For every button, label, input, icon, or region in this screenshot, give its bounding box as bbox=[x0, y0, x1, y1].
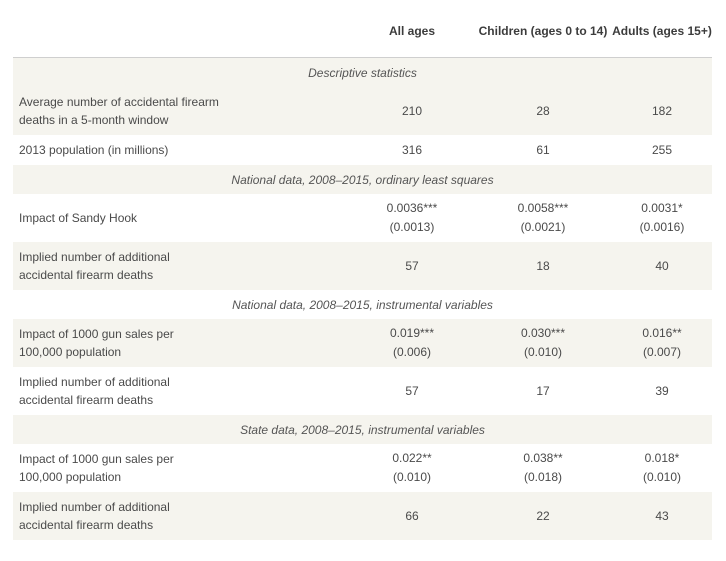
cell-value: 40 bbox=[655, 259, 669, 273]
cell-value: 28 bbox=[536, 104, 550, 118]
row-label: Implied number of additional accidental … bbox=[19, 500, 170, 532]
table-row: Implied number of additional accidental … bbox=[13, 367, 712, 415]
cell-value: 18 bbox=[536, 259, 550, 273]
coefficient: 0.018* bbox=[644, 451, 680, 465]
header-children: Children (ages 0 to 14) bbox=[478, 23, 608, 38]
table-row: Average number of accidental firearm dea… bbox=[13, 87, 712, 135]
row-label: 2013 population (in millions) bbox=[19, 143, 169, 157]
table-row: Impact of Sandy Hook 0.0036*** (0.0013) 0… bbox=[13, 194, 712, 242]
std-error: (0.0013) bbox=[389, 220, 435, 234]
cell-value: 57 bbox=[405, 384, 419, 398]
cell-value: 39 bbox=[655, 384, 669, 398]
row-label: Impact of 1000 gun sales per 100,000 pop… bbox=[19, 327, 174, 359]
coefficient: 0.038** bbox=[523, 451, 563, 465]
row-label: Implied number of additional accidental … bbox=[19, 250, 170, 282]
std-error: (0.0021) bbox=[520, 220, 566, 234]
section-title: State data, 2008–2015, instrumental vari… bbox=[13, 415, 712, 444]
coefficient: 0.016** bbox=[642, 326, 682, 340]
header-all-ages: All ages bbox=[388, 23, 436, 38]
std-error: (0.007) bbox=[642, 345, 682, 359]
cell-value: 61 bbox=[536, 143, 550, 157]
cell-value: 22 bbox=[536, 509, 550, 523]
header-adults: Adults (ages 15+) bbox=[612, 23, 712, 38]
cell-value: 182 bbox=[651, 104, 673, 118]
row-label: Impact of 1000 gun sales per 100,000 pop… bbox=[19, 452, 174, 484]
table-header: All ages Children (ages 0 to 14) Adults … bbox=[13, 0, 712, 58]
std-error: (0.0016) bbox=[639, 220, 685, 234]
coefficient: 0.030*** bbox=[520, 326, 566, 340]
coefficient: 0.022** bbox=[392, 451, 432, 465]
std-error: (0.006) bbox=[392, 345, 431, 359]
std-error: (0.010) bbox=[392, 470, 432, 484]
section-title: National data, 2008–2015, instrumental v… bbox=[13, 290, 712, 319]
coefficient: 0.0058*** bbox=[517, 201, 569, 215]
table-row: Impact of 1000 gun sales per 100,000 pop… bbox=[13, 319, 712, 367]
section-title: National data, 2008–2015, ordinary least… bbox=[13, 165, 712, 194]
cell-value: 210 bbox=[401, 104, 423, 118]
results-table: All ages Children (ages 0 to 14) Adults … bbox=[13, 0, 712, 540]
table-row: Implied number of additional accidental … bbox=[13, 242, 712, 290]
cell-value: 43 bbox=[655, 509, 669, 523]
cell-value: 316 bbox=[401, 143, 423, 157]
cell-value: 17 bbox=[536, 384, 550, 398]
coefficient: 0.019*** bbox=[389, 326, 435, 340]
cell-value: 57 bbox=[405, 259, 419, 273]
std-error: (0.010) bbox=[523, 345, 562, 359]
std-error: (0.018) bbox=[523, 470, 563, 484]
table-row: 2013 population (in millions) 316 61 255 bbox=[13, 135, 712, 165]
coefficient: 0.0036*** bbox=[386, 201, 438, 215]
row-label: Average number of accidental firearm dea… bbox=[19, 95, 219, 127]
row-label: Impact of Sandy Hook bbox=[19, 211, 138, 225]
table-row: Impact of 1000 gun sales per 100,000 pop… bbox=[13, 444, 712, 492]
table-row: Implied number of additional accidental … bbox=[13, 492, 712, 540]
section-title: Descriptive statistics bbox=[13, 58, 712, 87]
cell-value: 255 bbox=[651, 143, 673, 157]
row-label: Implied number of additional accidental … bbox=[19, 375, 170, 407]
coefficient: 0.0031* bbox=[641, 201, 683, 215]
std-error: (0.010) bbox=[642, 470, 682, 484]
cell-value: 66 bbox=[405, 509, 419, 523]
header-empty-cell bbox=[13, 0, 350, 57]
